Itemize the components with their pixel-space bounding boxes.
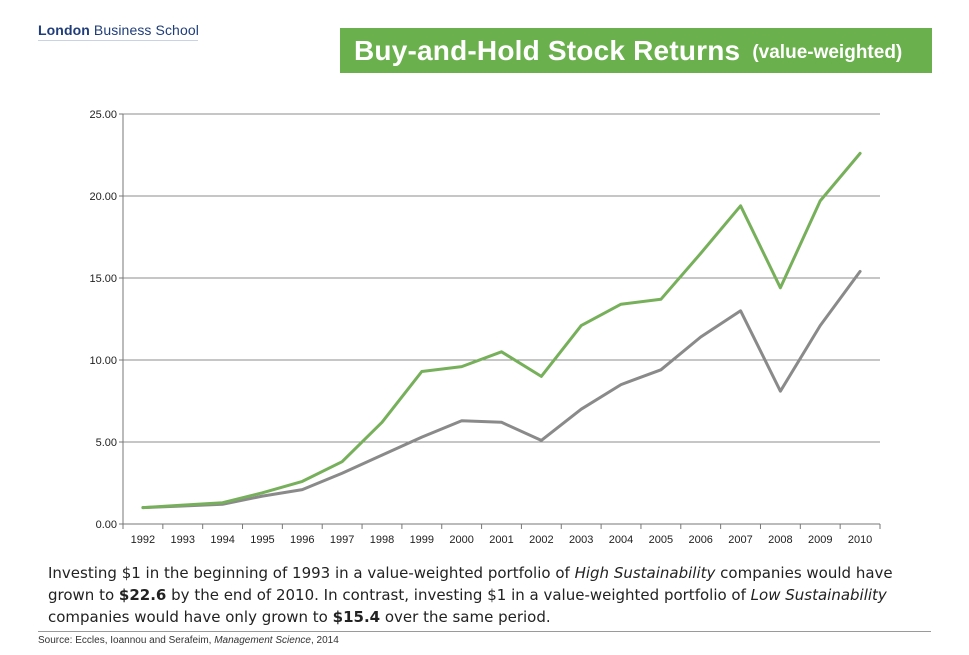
x-tick-label: 2006	[688, 534, 712, 546]
y-tick-label: 5.00	[96, 437, 117, 449]
series-line-low-sustainability	[141, 269, 862, 510]
line-chart: 0.00 5.00 10.00 15.00 20.00 25.00 1992 1993 1994…	[89, 109, 881, 546]
caption-part-3: companies would have grown to	[48, 564, 893, 604]
x-tick-label: 1997	[330, 534, 354, 546]
caption-low-sustainability: Low Sustainability	[750, 586, 887, 604]
caption-low-value: $15.4	[332, 608, 381, 626]
source-prefix: Source: Eccles, Ioannou and Serafeim,	[38, 635, 212, 646]
caption-part-9: over the same period.	[384, 608, 551, 626]
x-tick-label: 1994	[210, 534, 234, 546]
caption-high-sustainability: High Sustainability	[574, 564, 716, 582]
x-tick-label: 1996	[290, 534, 314, 546]
x-tick-label: 2002	[529, 534, 553, 546]
london-business-school-logo: London Business School	[38, 22, 199, 38]
x-tick-label: 2001	[489, 534, 513, 546]
title-banner: Buy-and-Hold Stock Returns (value-weight…	[340, 28, 932, 73]
caption-part-1: Investing $1 in the beginning of 1993 in…	[48, 564, 570, 582]
page-title: Buy-and-Hold Stock Returns	[354, 34, 741, 66]
x-tick-label: 2010	[848, 534, 872, 546]
source-journal: Management Science	[214, 635, 311, 646]
logo-underline	[38, 40, 198, 41]
footer-divider	[38, 631, 931, 632]
source-suffix: , 2014	[310, 635, 339, 646]
x-tick-label: 1993	[171, 534, 195, 546]
logo-rest-text: Business School	[93, 22, 199, 38]
x-tick-label: 2005	[649, 534, 673, 546]
chart-caption: Investing $1 in the beginning of 1993 in…	[48, 562, 928, 628]
y-tick-label: 15.00	[89, 273, 117, 285]
y-tick-label: 10.00	[89, 355, 117, 367]
y-tick-label: 20.00	[89, 191, 117, 203]
x-tick-label: 1995	[250, 534, 274, 546]
x-tick-label: 2003	[569, 534, 593, 546]
x-tick-label: 2008	[768, 534, 792, 546]
page-subtitle: (value-weighted)	[752, 41, 903, 63]
x-tick-label: 2009	[808, 534, 832, 546]
source-citation: Source: Eccles, Ioannou and Serafeim, Ma…	[38, 635, 339, 646]
y-tick-label: 0.00	[96, 519, 117, 531]
x-tick-label: 1992	[131, 534, 155, 546]
x-tick-label: 2000	[449, 534, 473, 546]
series-line-high-sustainability	[141, 151, 862, 510]
x-tick-label: 2004	[609, 534, 633, 546]
x-tick-label: 2007	[728, 534, 752, 546]
logo-bold-text: London	[38, 22, 90, 38]
x-tick-label: 1999	[410, 534, 434, 546]
caption-part-7: companies would have only grown to	[48, 608, 328, 626]
caption-high-value: $22.6	[118, 586, 167, 604]
caption-part-5: by the end of 2010. In contrast, investi…	[171, 586, 746, 604]
x-tick-label: 1998	[370, 534, 394, 546]
y-tick-label: 25.00	[89, 109, 117, 121]
